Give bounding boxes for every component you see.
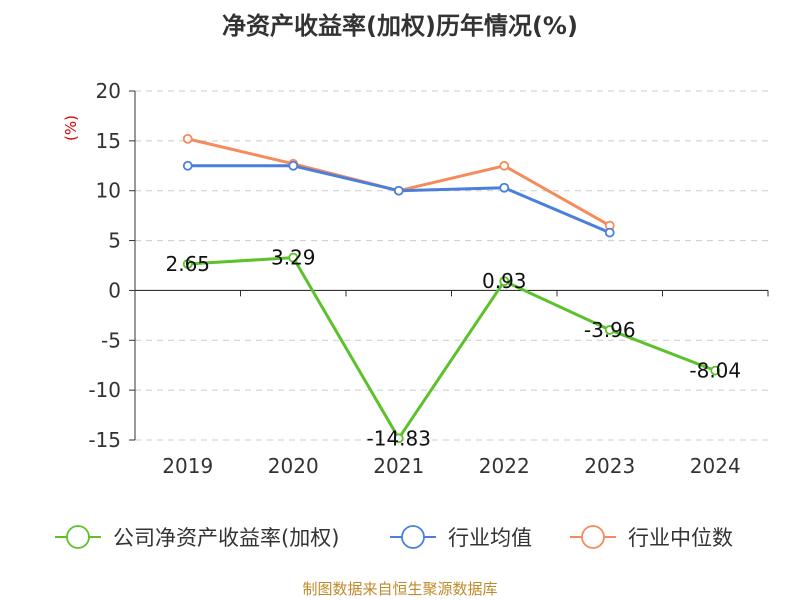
data-point [499,160,510,171]
legend-marker [66,525,90,549]
legend-marker [401,525,425,549]
y-tick-label: -10 [88,378,121,402]
series-0 [182,252,721,444]
y-tick-label: -15 [88,428,121,452]
y-tick-label: 15 [96,129,121,153]
data-labels: 2.65 3.29 -14.83 0.93 -3.96 -8.04 [165,246,741,451]
chart-title: 净资产收益率(加权)历年情况(%) [222,12,578,40]
series-line [187,164,611,234]
y-tick-label: 5 [108,229,121,253]
data-label: -3.96 [584,318,636,342]
legend-item-1[interactable]: 行业均值 [390,525,532,550]
x-tick-label: 2019 [162,454,213,478]
legend-item-2[interactable]: 行业中位数 [570,525,733,550]
data-label: -14.83 [367,426,431,450]
axes: -15 -10 -5 0 5 10 15 20 2019 2020 2021 2022 2023 2024 [88,79,769,478]
x-tick-label: 2020 [268,454,319,478]
data-label: 0.93 [482,269,527,293]
data-point [710,365,721,376]
x-tick-label: 2022 [479,454,530,478]
series-1 [182,160,615,238]
data-point [604,227,615,238]
legend-label: 行业均值 [448,526,532,550]
data-point [604,325,615,335]
x-tick-label: 2024 [690,454,741,478]
legend-label: 公司净资产收益率(加权) [113,526,339,550]
legend-label: 行业中位数 [628,526,733,550]
data-point [393,433,404,444]
data-point [499,182,510,193]
source-note: 制图数据来自恒生聚源数据库 [302,580,497,598]
data-point [182,259,193,269]
grid [135,90,768,441]
y-tick-label: 10 [96,179,121,203]
y-axis-label: (%) [62,115,80,141]
y-tick-label: 0 [108,278,121,302]
data-point [288,160,299,171]
y-tick-label: 20 [96,79,121,103]
series-2 [182,133,615,231]
x-tick-label: 2023 [584,454,635,478]
data-label: -8.04 [689,359,741,383]
series-group [182,133,721,444]
data-point [182,160,193,171]
series-line [187,137,611,227]
y-tick-label: -5 [101,328,121,352]
data-point [182,133,193,144]
series-line [187,256,716,440]
legend[interactable]: 公司净资产收益率(加权) 行业均值 行业中位数 [55,525,733,550]
data-point [393,185,404,196]
data-point [499,276,510,287]
data-point [288,252,299,263]
legend-marker [581,525,605,549]
legend-item-0[interactable]: 公司净资产收益率(加权) [55,525,339,550]
data-label: 3.29 [271,246,316,270]
x-tick-label: 2021 [373,454,424,478]
data-label: 2.65 [165,252,210,276]
